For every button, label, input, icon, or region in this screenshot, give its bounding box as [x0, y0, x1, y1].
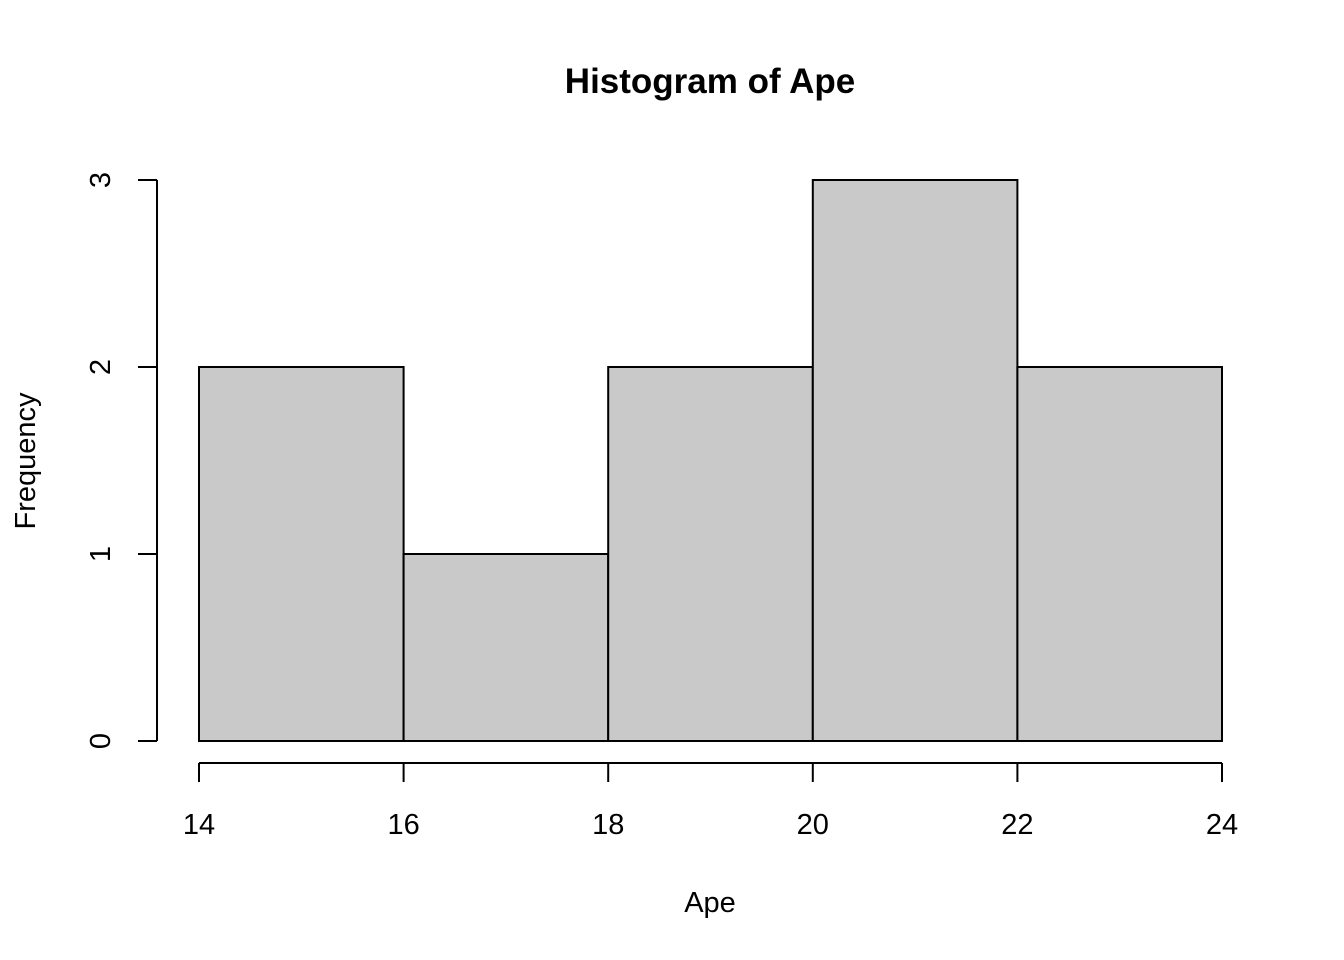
x-axis: 14 16 18 20 22 24	[183, 762, 1238, 841]
x-tick-label-22: 22	[1001, 809, 1033, 841]
y-axis-label: Frequency	[10, 392, 42, 530]
chart-title: Histogram of Ape	[565, 62, 855, 101]
histogram-bar-16-18	[402, 553, 610, 742]
y-tick-label-2: 2	[85, 359, 117, 375]
histogram-bar-14-16	[198, 366, 405, 742]
y-tick-label-3: 3	[85, 172, 117, 188]
x-axis-label: Ape	[684, 887, 736, 919]
x-tick-label-16: 16	[387, 809, 419, 841]
histogram-bars	[198, 179, 1224, 742]
x-tick-label-24: 24	[1206, 809, 1238, 841]
x-tick-label-18: 18	[592, 809, 624, 841]
y-tick-label-0: 0	[85, 733, 117, 749]
histogram-bar-20-22	[811, 179, 1019, 742]
histogram-bar-22-24	[1016, 366, 1224, 742]
y-axis: 0 1 2 3	[85, 172, 158, 749]
histogram-bar-18-20	[607, 366, 814, 742]
y-tick-label-1: 1	[85, 546, 117, 562]
x-tick-label-14: 14	[183, 809, 215, 841]
x-tick-label-20: 20	[797, 809, 829, 841]
